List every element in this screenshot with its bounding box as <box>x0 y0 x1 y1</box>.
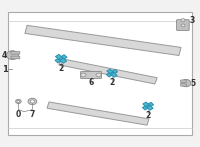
Circle shape <box>6 51 18 60</box>
Circle shape <box>147 105 149 107</box>
Circle shape <box>17 100 20 102</box>
Text: 5: 5 <box>190 78 195 88</box>
Circle shape <box>81 73 86 77</box>
Circle shape <box>28 98 37 105</box>
Circle shape <box>30 100 35 103</box>
FancyBboxPatch shape <box>177 20 189 30</box>
Circle shape <box>181 19 185 22</box>
Text: 2: 2 <box>145 111 151 120</box>
Polygon shape <box>25 25 181 55</box>
Text: 0: 0 <box>16 110 21 119</box>
Circle shape <box>181 24 185 27</box>
Circle shape <box>96 73 101 77</box>
Text: 2: 2 <box>58 64 64 73</box>
Text: 4: 4 <box>2 51 7 60</box>
Circle shape <box>181 79 191 87</box>
Circle shape <box>16 99 21 103</box>
Polygon shape <box>143 102 153 110</box>
Circle shape <box>111 72 113 74</box>
Circle shape <box>60 58 62 60</box>
Polygon shape <box>55 54 67 63</box>
FancyBboxPatch shape <box>11 51 20 54</box>
Polygon shape <box>8 12 192 135</box>
FancyBboxPatch shape <box>181 80 186 82</box>
Polygon shape <box>107 69 117 77</box>
Text: 6: 6 <box>88 78 94 87</box>
FancyBboxPatch shape <box>11 56 20 59</box>
Polygon shape <box>142 102 154 110</box>
Polygon shape <box>59 59 157 84</box>
Text: 7: 7 <box>30 110 35 119</box>
Text: 2: 2 <box>109 78 115 87</box>
Text: 1: 1 <box>2 65 8 74</box>
FancyBboxPatch shape <box>81 71 101 78</box>
Polygon shape <box>55 55 67 63</box>
Text: 3: 3 <box>189 16 195 25</box>
Polygon shape <box>106 69 118 77</box>
FancyBboxPatch shape <box>181 84 186 86</box>
Polygon shape <box>47 102 149 125</box>
